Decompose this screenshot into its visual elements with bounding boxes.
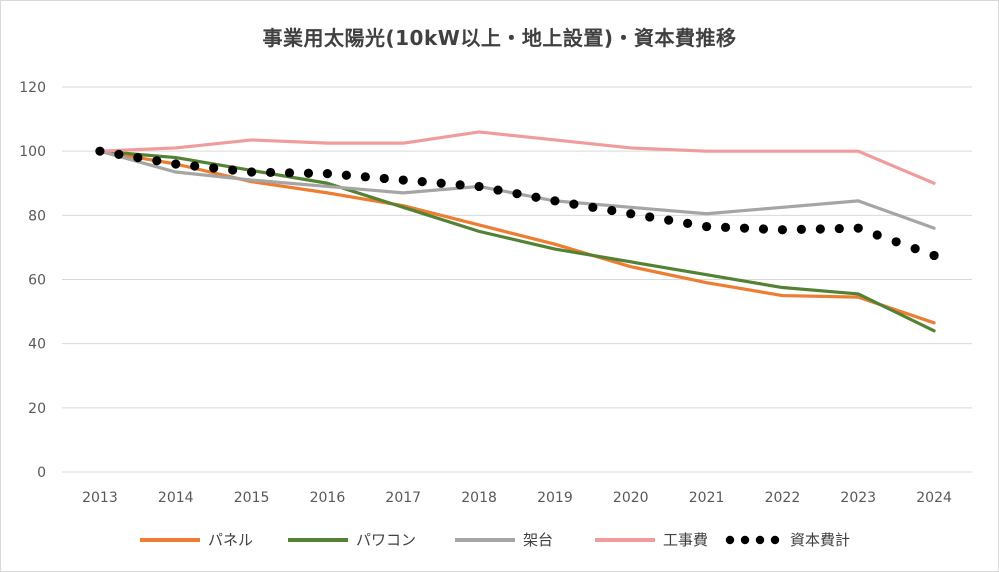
series-point [929,250,939,261]
series-point [664,215,674,225]
y-tick-label: 20 [28,401,46,417]
x-tick-label: 2023 [840,490,876,506]
series-point [588,202,598,212]
series-point [322,169,333,179]
y-tick-label: 0 [37,465,46,481]
series-point [360,172,370,182]
series-point [739,223,750,233]
y-axis-ticks: 0 20 40 60 80 100 120 [19,80,46,481]
series-point [626,209,636,219]
x-tick-label: 2015 [234,490,270,506]
legend: パネル パワコン 架台 工事費 資本費計 [140,531,850,549]
series-4 [98,130,936,185]
legend-item-4: 工事費 [595,531,708,549]
series-point [265,167,276,178]
series-point [284,168,295,178]
series-line [98,130,936,185]
series-point [645,212,655,222]
legend-swatch [740,535,750,545]
series-point [777,225,788,235]
series-5 [95,146,939,261]
legend-item-5: 資本費計 [725,531,850,549]
series-point [398,175,408,185]
series-point [341,170,351,180]
series-point [834,223,844,234]
x-tick-label: 2018 [461,490,497,506]
legend-label: パネル [208,531,253,549]
legend-item-2: パワコン [288,531,416,549]
series-point [550,196,560,206]
series-point [815,224,825,234]
x-axis-ticks: 2013 2014 2015 2016 2017 2018 2019 2020 2021 2022… [82,490,952,506]
series-point [569,199,579,209]
series-point [303,168,314,178]
series-point [114,149,124,159]
y-tick-label: 40 [28,337,46,353]
legend-label: パワコン [356,531,416,549]
x-tick-label: 2014 [158,490,194,506]
x-tick-label: 2024 [916,490,952,506]
series-point [891,237,901,247]
series-point [607,205,617,216]
series-point [683,218,693,228]
legend-swatch [755,535,765,545]
series-point [190,161,200,171]
series-point [493,185,503,195]
x-tick-label: 2017 [385,490,421,506]
legend-label: 工事費 [663,531,708,549]
series-point [853,223,863,233]
series-point [512,189,522,199]
y-tick-label: 60 [28,273,46,289]
legend-label: 資本費計 [790,531,850,549]
x-tick-label: 2022 [765,490,801,506]
series-point [796,224,806,234]
series-point [758,224,769,234]
x-tick-label: 2021 [689,490,725,506]
series-point [171,159,181,169]
series-point [246,167,257,177]
chart-title: 事業用太陽光(10kW以上・地上設置)・資本費推移 [262,26,737,50]
series-point [417,177,427,187]
series-point [872,230,882,240]
x-tick-label: 2013 [82,490,118,506]
series-2 [98,149,936,333]
series-point [152,156,162,166]
series-point [720,222,731,232]
series-point [474,181,484,192]
series-point [531,192,541,202]
x-tick-label: 2016 [310,490,346,506]
series-point [209,163,219,173]
x-tick-label: 2020 [613,490,649,506]
series-point [455,180,465,190]
series-point [95,146,105,156]
y-tick-label: 120 [19,80,46,96]
x-tick-label: 2019 [537,490,573,506]
series-point [910,244,920,254]
series-line [98,149,936,333]
series-point [379,173,389,184]
y-tick-label: 80 [28,208,46,224]
series-point [436,178,446,188]
y-tick-label: 100 [19,144,46,160]
legend-item-3: 架台 [455,531,553,549]
series-lines [95,130,939,333]
series-point [701,221,712,232]
series-point [228,165,238,175]
legend-item-1: パネル [140,531,253,549]
legend-swatch [725,535,735,545]
series-point [133,152,143,163]
legend-swatch [770,535,780,545]
legend-label: 架台 [523,531,553,549]
